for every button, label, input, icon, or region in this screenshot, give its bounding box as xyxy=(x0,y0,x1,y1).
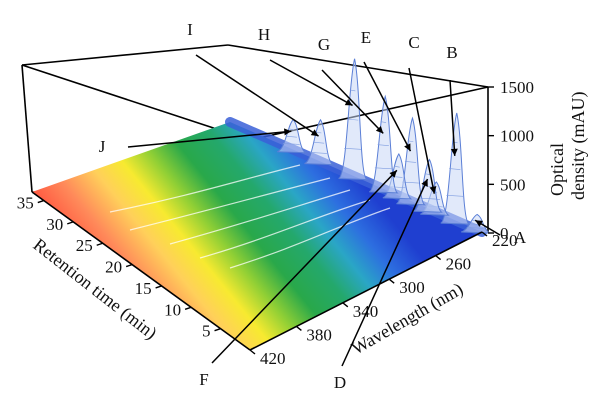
peak-mesh-line xyxy=(466,227,484,229)
peak-arrow xyxy=(195,54,319,137)
peak-mesh-line xyxy=(377,144,389,146)
retention-axis-ticks: 35 30 25 20 15 10 5 xyxy=(17,194,221,341)
wavelength-tick-mark xyxy=(435,255,442,261)
peak-mark xyxy=(368,94,399,194)
retention-tick-mark xyxy=(67,221,74,225)
retention-tick-label: 20 xyxy=(105,258,122,277)
retention-tick-label: 35 xyxy=(17,194,34,213)
optical-density-tick-label: 500 xyxy=(500,175,526,194)
peak-label: E xyxy=(361,28,371,47)
wavelength-tick-label: 380 xyxy=(306,325,332,344)
wavelength-tick-mark xyxy=(249,349,256,355)
peak-mesh-line xyxy=(449,168,461,170)
wavelength-tick-mark xyxy=(295,325,302,331)
peak-label: I xyxy=(187,20,193,39)
retention-tick-mark xyxy=(125,263,133,268)
wavelength-tick-label: 300 xyxy=(399,278,425,297)
peak-label: F xyxy=(199,370,208,389)
optical-density-tick-label: 1000 xyxy=(500,127,534,146)
optical-density-tick-label: 0 xyxy=(500,224,509,243)
wavelength-tick-label: 340 xyxy=(353,302,379,321)
peak-mesh-line xyxy=(288,128,295,131)
floor-edges xyxy=(31,191,483,351)
retention-tick-label: 5 xyxy=(202,322,211,341)
retention-tick-mark xyxy=(214,327,221,332)
peak-arrow-head xyxy=(429,186,437,194)
box-edge-top-left xyxy=(21,44,229,66)
peak-mesh-line xyxy=(344,148,362,150)
peak-mesh-line xyxy=(451,141,458,144)
peak-arrow xyxy=(341,178,429,367)
peak-label: H xyxy=(258,25,270,44)
peak-arrow xyxy=(321,69,384,134)
floor-edge-left xyxy=(31,191,251,351)
peak-mesh-line xyxy=(394,165,400,168)
peak-arrow-head xyxy=(404,143,411,152)
retention-tick-label: 30 xyxy=(46,215,63,234)
floor-edge-right xyxy=(249,231,483,351)
peak-mesh-line xyxy=(349,89,356,92)
box-edge-left-vertical xyxy=(21,64,33,193)
retention-tick-mark xyxy=(155,285,162,289)
peak-arrow-head xyxy=(450,148,458,156)
peak-mesh-line xyxy=(446,195,464,197)
wavelength-axis-ticks: 220 260 300 340 380 420 xyxy=(249,231,518,368)
peak-arrow-head xyxy=(344,98,353,106)
box-edge-top-front xyxy=(21,64,251,141)
peak-label: A xyxy=(514,228,527,247)
peak-mesh-line xyxy=(407,140,414,143)
peak-mesh-line xyxy=(424,173,431,176)
peak-arrow xyxy=(408,67,436,194)
peak-arrow-head xyxy=(283,128,292,136)
peak-arrow-head xyxy=(389,170,397,178)
peak-mark xyxy=(440,112,471,225)
peak-arrow-head xyxy=(475,220,483,227)
retention-tick-label: 25 xyxy=(76,236,93,255)
retention-tick-mark xyxy=(37,199,45,204)
retention-tick-mark xyxy=(184,306,192,310)
peak-label: D xyxy=(334,373,346,392)
floor-surface xyxy=(32,122,482,350)
peak-arrow-head xyxy=(310,129,319,137)
peak-label: C xyxy=(408,33,419,52)
wavelength-tick-mark xyxy=(481,231,488,237)
peak-arrow-head xyxy=(375,125,384,134)
optical-density-tick-label: 1500 xyxy=(500,78,534,97)
peak-mesh-line xyxy=(404,161,417,163)
peak-mesh-line xyxy=(285,135,297,138)
peak-label: B xyxy=(446,43,457,62)
optical-density-title-line1: Optical xyxy=(547,143,567,196)
peak-mesh-line xyxy=(282,143,300,145)
optical-density-axis-ticks: 0 500 1000 1500 xyxy=(488,78,534,243)
optical-density-title-line2: density (mAU) xyxy=(568,92,589,200)
peak-arrow xyxy=(127,130,292,148)
box-edge-top-right xyxy=(227,44,489,88)
peak-mesh-line xyxy=(310,152,327,154)
peak-mesh-line xyxy=(374,167,392,170)
wavelength-tick-mark xyxy=(388,278,395,284)
wavelength-tick-label: 260 xyxy=(446,255,472,274)
peak-arrow xyxy=(269,59,353,107)
peak-mesh-line xyxy=(380,121,387,123)
peak-label: J xyxy=(99,137,106,156)
retention-tick-label: 10 xyxy=(164,300,181,319)
peak-arrow xyxy=(363,61,412,152)
peak-mesh-line xyxy=(312,141,325,144)
retention-tick-mark xyxy=(96,242,103,246)
peak-arrow xyxy=(211,169,398,364)
peak-annotations: A B C D E F G H I J xyxy=(99,20,527,392)
peak-mesh-line xyxy=(315,131,322,134)
peak-arrow-head xyxy=(421,179,428,187)
wavelength-tick-mark xyxy=(342,302,349,308)
wavelength-tick-label: 420 xyxy=(260,349,286,368)
retention-tick-label: 15 xyxy=(135,279,152,298)
wavelength-tick-label: 220 xyxy=(492,231,518,250)
peak-label: G xyxy=(318,35,330,54)
floor-streaks xyxy=(109,164,391,269)
peak-arrow xyxy=(449,79,456,156)
peak-mesh-line xyxy=(346,118,359,121)
